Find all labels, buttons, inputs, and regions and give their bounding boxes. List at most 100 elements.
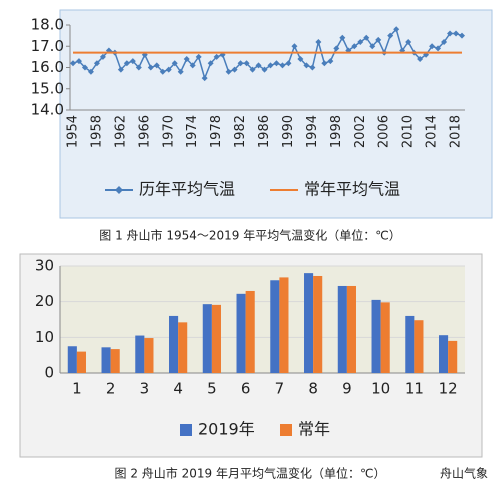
- marker: [321, 60, 328, 67]
- marker: [333, 45, 340, 52]
- marker: [435, 45, 442, 52]
- bar: [270, 280, 280, 373]
- x-tick-label: 8: [308, 380, 318, 398]
- y-tick-label: 0: [44, 364, 54, 382]
- marker: [135, 64, 142, 71]
- y-tick-label: 17.0: [31, 37, 64, 55]
- bar: [405, 315, 415, 373]
- x-tick-label: 2: [106, 380, 116, 398]
- bar: [304, 273, 314, 373]
- x-tick-label: 1962: [113, 115, 128, 148]
- marker: [231, 66, 238, 73]
- marker: [255, 62, 262, 69]
- x-tick-label: 6: [241, 380, 251, 398]
- y-tick-label: 20: [35, 292, 54, 310]
- x-tick-label: 1: [72, 380, 82, 398]
- marker: [201, 75, 208, 82]
- marker: [453, 30, 460, 37]
- marker: [93, 60, 100, 67]
- x-tick-label: 1954: [65, 115, 80, 148]
- x-tick-label: 1970: [161, 115, 176, 148]
- marker: [75, 58, 82, 65]
- bar: [245, 290, 255, 373]
- x-tick-label: 1990: [281, 115, 296, 148]
- legend-swatch: [180, 424, 192, 436]
- x-tick-label: 3: [140, 380, 150, 398]
- legend-label: 常年: [298, 420, 330, 439]
- marker: [351, 43, 358, 50]
- x-tick-label: 1974: [185, 115, 200, 148]
- marker: [441, 39, 448, 45]
- bar: [439, 335, 449, 373]
- bar: [313, 275, 323, 373]
- x-tick-label: 1998: [329, 115, 344, 148]
- caption: 图 1 舟山市 1954～2019 年平均气温变化（单位：℃）: [99, 228, 400, 243]
- marker: [165, 66, 172, 73]
- marker: [393, 26, 400, 33]
- bar: [135, 335, 145, 373]
- marker: [159, 68, 166, 75]
- marker: [237, 60, 244, 67]
- marker: [213, 53, 220, 60]
- y-tick-label: 18.0: [31, 16, 64, 34]
- marker: [279, 62, 286, 69]
- marker: [273, 60, 280, 67]
- x-tick-label: 1978: [209, 115, 224, 148]
- marker: [357, 39, 364, 45]
- y-tick-label: 10: [35, 328, 54, 346]
- marker: [285, 60, 292, 67]
- x-tick-label: 2002: [353, 115, 368, 148]
- marker: [189, 62, 196, 69]
- bar: [279, 277, 289, 373]
- marker: [243, 60, 250, 67]
- legend-label: 历年平均气温: [139, 180, 235, 199]
- marker: [315, 39, 322, 45]
- bar: [448, 340, 458, 373]
- marker: [249, 66, 256, 73]
- marker: [339, 34, 346, 41]
- bar: [144, 338, 154, 373]
- marker: [327, 58, 334, 65]
- marker: [183, 56, 190, 62]
- x-tick-label: 12: [439, 380, 458, 398]
- plot-area: [60, 266, 465, 373]
- x-tick-label: 7: [275, 380, 285, 398]
- y-tick-label: 16.0: [31, 58, 64, 76]
- marker: [387, 32, 394, 39]
- x-tick-label: 10: [371, 380, 390, 398]
- y-tick-label: 14.0: [31, 101, 64, 119]
- legend-label: 2019年: [198, 420, 255, 439]
- marker: [225, 68, 232, 75]
- marker: [405, 39, 412, 45]
- x-tick-label: 2006: [377, 115, 392, 148]
- x-tick-label: 5: [207, 380, 217, 398]
- x-tick-label: 1994: [305, 115, 320, 148]
- x-tick-label: 4: [173, 380, 183, 398]
- legend-marker: [115, 186, 123, 194]
- marker: [417, 56, 424, 62]
- bar: [414, 320, 424, 373]
- marker: [459, 32, 466, 39]
- marker: [303, 62, 310, 69]
- caption: 图 2 舟山市 2019 年月平均气温变化（单位：℃）: [115, 466, 386, 481]
- bar: [202, 304, 212, 373]
- marker: [267, 62, 274, 69]
- marker: [129, 58, 136, 65]
- legend-label: 常年平均气温: [304, 180, 400, 199]
- marker: [369, 43, 376, 50]
- marker: [195, 53, 202, 60]
- x-tick-label: 11: [405, 380, 424, 398]
- marker: [177, 68, 184, 75]
- y-tick-label: 15.0: [31, 79, 64, 97]
- x-tick-label: 1958: [89, 115, 104, 148]
- marker: [447, 30, 454, 37]
- marker: [147, 64, 154, 71]
- x-tick-label: 9: [342, 380, 352, 398]
- bar: [178, 322, 188, 373]
- bar: [101, 347, 111, 373]
- legend-swatch: [280, 424, 292, 436]
- bar: [76, 351, 86, 373]
- marker: [69, 60, 76, 67]
- x-tick-label: 1966: [137, 115, 152, 148]
